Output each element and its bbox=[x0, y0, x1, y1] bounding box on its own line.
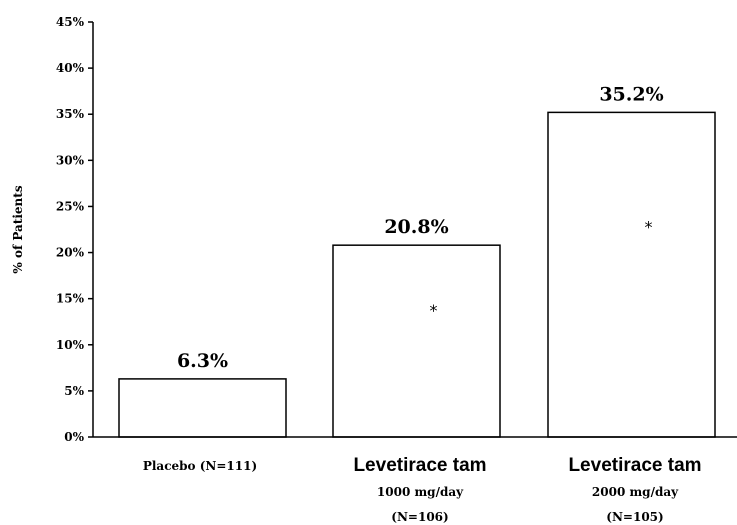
category-sublabel: (N=106) bbox=[391, 510, 448, 524]
y-tick-label: 20% bbox=[56, 246, 85, 260]
bar-value-label: 35.2% bbox=[599, 83, 663, 105]
bar-value-label: 20.8% bbox=[384, 216, 448, 238]
y-tick-label: 40% bbox=[56, 61, 85, 75]
y-axis-title: % of Patients bbox=[11, 185, 25, 273]
category-sublabel: (N=105) bbox=[606, 510, 663, 524]
y-tick-label: 15% bbox=[56, 292, 85, 306]
y-tick-label: 10% bbox=[56, 338, 85, 352]
category-label: Placebo (N=111) bbox=[143, 459, 257, 473]
bar bbox=[332, 244, 501, 438]
y-tick-label: 45% bbox=[56, 15, 85, 29]
y-tick-label: 5% bbox=[64, 384, 84, 398]
x-axis-labels: Placebo (N=111) Levetirace tam 1000 mg/day… bbox=[143, 455, 702, 524]
bar bbox=[118, 378, 287, 438]
bar bbox=[547, 111, 716, 438]
significance-marker: * bbox=[430, 301, 438, 320]
y-tick-label: 0% bbox=[64, 430, 84, 444]
y-tick-label: 30% bbox=[56, 153, 85, 167]
y-tick-label: 25% bbox=[56, 199, 85, 213]
bar-value-label: 6.3% bbox=[177, 350, 228, 372]
category-sublabel: 2000 mg/day bbox=[592, 485, 679, 499]
category-label: Levetirace tam bbox=[568, 455, 701, 476]
category-sublabel: 1000 mg/day bbox=[377, 485, 464, 499]
category-label: Levetirace tam bbox=[353, 455, 486, 476]
significance-marker: * bbox=[645, 217, 653, 236]
bars: 6.3% 20.8% * 35.2% * bbox=[118, 83, 716, 438]
y-tick-label: 35% bbox=[56, 107, 85, 121]
y-axis-ticks: 0% 5% 10% 15% 20% 25% 30% 35% 40% 45% bbox=[56, 15, 93, 444]
